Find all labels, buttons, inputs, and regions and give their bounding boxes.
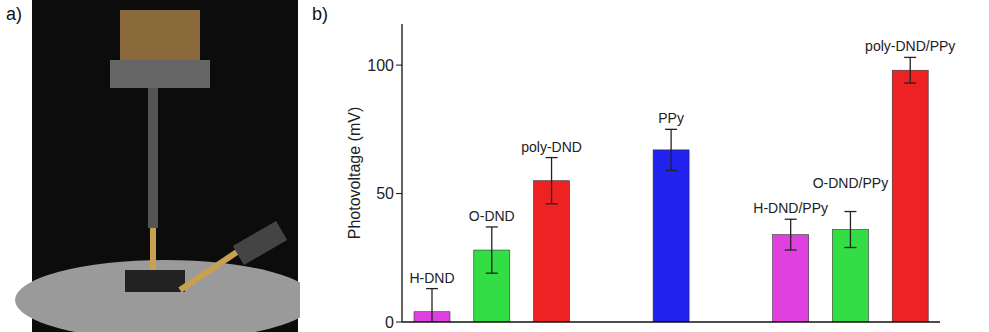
- svg-text:100: 100: [367, 57, 394, 74]
- svg-text:H-DND/PPy: H-DND/PPy: [753, 200, 828, 216]
- html-text:b): b): [312, 4, 328, 24]
- svg-text:poly-DND/PPy: poly-DND/PPy: [865, 38, 955, 54]
- svg-text:O-DND: O-DND: [469, 208, 515, 224]
- svg-text:PPy: PPy: [658, 110, 684, 126]
- svg-text:0: 0: [385, 314, 394, 331]
- svg-text:poly-DND: poly-DND: [521, 139, 582, 155]
- svg-text:50: 50: [376, 185, 394, 202]
- svg-text:H-DND: H-DND: [409, 270, 454, 286]
- svg-text:O-DND/PPy: O-DND/PPy: [813, 175, 888, 191]
- html-text:a): a): [6, 4, 22, 24]
- svg-text:Photovoltage (mV): Photovoltage (mV): [346, 107, 363, 240]
